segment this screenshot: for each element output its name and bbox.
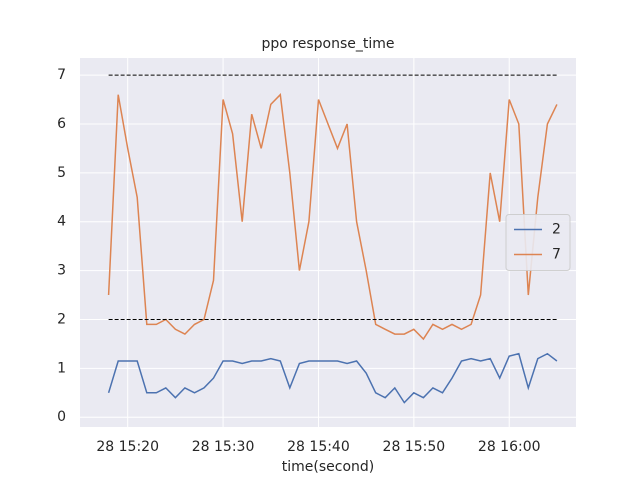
y-tick-label: 5 <box>57 165 66 181</box>
x-tick-label: 28 15:40 <box>287 439 350 455</box>
legend-label: 7 <box>552 247 561 263</box>
x-tick-label: 28 15:50 <box>383 439 446 455</box>
y-tick-label: 4 <box>57 214 66 230</box>
y-tick-label: 6 <box>57 116 66 132</box>
y-tick-label: 1 <box>57 360 66 376</box>
x-tick-label: 28 16:00 <box>478 439 541 455</box>
chart-title: ppo response_time <box>261 36 394 52</box>
y-tick-label: 3 <box>57 263 66 279</box>
y-tick-label: 2 <box>57 311 66 327</box>
plot-area <box>80 58 576 427</box>
y-tick-label: 7 <box>57 67 66 83</box>
x-tick-label: 28 15:20 <box>96 439 159 455</box>
y-tick-label: 0 <box>57 409 66 425</box>
series-line <box>107 93 558 341</box>
x-tick-label: 28 15:30 <box>192 439 255 455</box>
series-line <box>107 352 558 404</box>
x-axis-label: time(second) <box>282 459 374 475</box>
legend-label: 2 <box>552 222 561 238</box>
legend-box <box>505 214 571 271</box>
